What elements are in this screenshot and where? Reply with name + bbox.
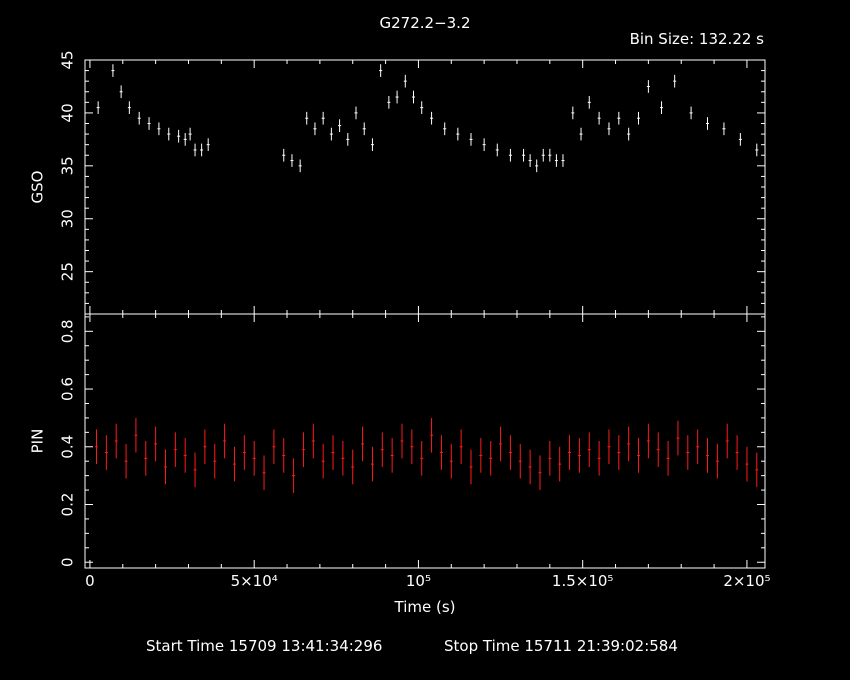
y-tick-label: 0.2 <box>59 493 77 517</box>
chart-title: G272.2−3.2 <box>379 14 471 32</box>
stop-time: Stop Time 15711 21:39:02:584 <box>444 637 678 655</box>
y-tick-label: 0.4 <box>59 435 77 459</box>
y-tick-label: 0.8 <box>59 319 77 343</box>
y-tick-label: 40 <box>59 103 77 122</box>
x-tick-label: 2×10⁵ <box>723 572 770 590</box>
x-tick-label: 10⁵ <box>406 572 431 590</box>
bin-size-label: Bin Size: 132.22 s <box>629 30 764 48</box>
y-tick-label: 0 <box>59 557 77 567</box>
gso-panel: 25 30 35 40 45 GSO <box>29 50 766 315</box>
x-axis-label: Time (s) <box>394 598 456 616</box>
x-tick-label: 5×10⁴ <box>231 572 278 590</box>
x-tick-label: 0 <box>85 572 95 590</box>
pin-frame <box>84 313 766 569</box>
y-tick-label: 0.6 <box>59 377 77 401</box>
y-tick-label: 35 <box>59 156 77 175</box>
gso-frame <box>84 59 766 315</box>
y-tick-label: 25 <box>59 262 77 281</box>
pin-panel: 0 0.2 0.4 0.6 0.8 PIN 0 5×10⁴ 10⁵ 1.5×10⁵ 2×10⁵ Tim… <box>29 313 771 616</box>
gso-axis-label: GSO <box>29 171 47 204</box>
x-tick-label: 1.5×10⁵ <box>552 572 614 590</box>
y-tick-label: 30 <box>59 209 77 228</box>
pin-axis-label: PIN <box>29 429 47 454</box>
start-time: Start Time 15709 13:41:34:296 <box>146 637 383 655</box>
y-tick-label: 45 <box>59 50 77 69</box>
